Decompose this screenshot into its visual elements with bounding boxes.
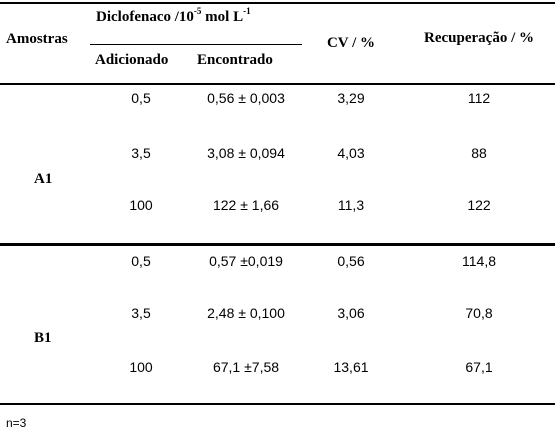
header-bottom-rule	[0, 83, 555, 85]
cell-cv: 11,3	[337, 197, 365, 213]
header-samples: Amostras	[6, 31, 68, 47]
cell-found: 2,48 ± 0,100	[207, 305, 285, 321]
group-header-underline	[90, 44, 302, 45]
sample-label-b1: B1	[34, 330, 52, 346]
cell-recovery: 88	[471, 145, 487, 161]
cell-cv: 4,03	[337, 145, 365, 161]
cell-added: 0,5	[131, 90, 151, 106]
cell-recovery: 112	[467, 90, 491, 106]
cell-found: 0,57 ±0,019	[209, 253, 283, 269]
cell-cv: 3,29	[337, 90, 365, 106]
top-rule	[0, 2, 555, 4]
cell-recovery: 67,1	[465, 359, 493, 375]
cell-found: 0,56 ± 0,003	[207, 90, 285, 106]
group-separator-rule	[0, 243, 555, 246]
sample-label-a1: A1	[34, 171, 53, 187]
cell-found: 122 ± 1,66	[212, 197, 280, 213]
cell-cv: 3,06	[337, 305, 365, 321]
cell-recovery: 122	[467, 197, 491, 213]
cell-added: 3,5	[131, 305, 151, 321]
cell-found: 67,1 ±7,58	[212, 359, 280, 375]
bottom-rule	[0, 403, 555, 405]
header-added: Adicionado	[95, 52, 169, 68]
cell-added: 100	[129, 359, 153, 375]
cell-added: 0,5	[131, 253, 151, 269]
cell-added: 100	[129, 197, 153, 213]
cell-cv: 0,56	[337, 253, 365, 269]
cell-recovery: 70,8	[465, 305, 493, 321]
cell-cv: 13,61	[333, 359, 369, 375]
header-recovery: Recuperação / %	[424, 30, 534, 46]
cell-added: 3,5	[131, 145, 151, 161]
cell-recovery: 114,8	[462, 253, 496, 269]
cell-found: 3,08 ± 0,094	[207, 145, 285, 161]
header-found: Encontrado	[197, 52, 273, 68]
header-cv: CV / %	[326, 35, 376, 51]
header-diclofenac-group: Diclofenaco /10-5 mol L-1	[96, 6, 251, 25]
footnote: n=3	[6, 416, 27, 430]
